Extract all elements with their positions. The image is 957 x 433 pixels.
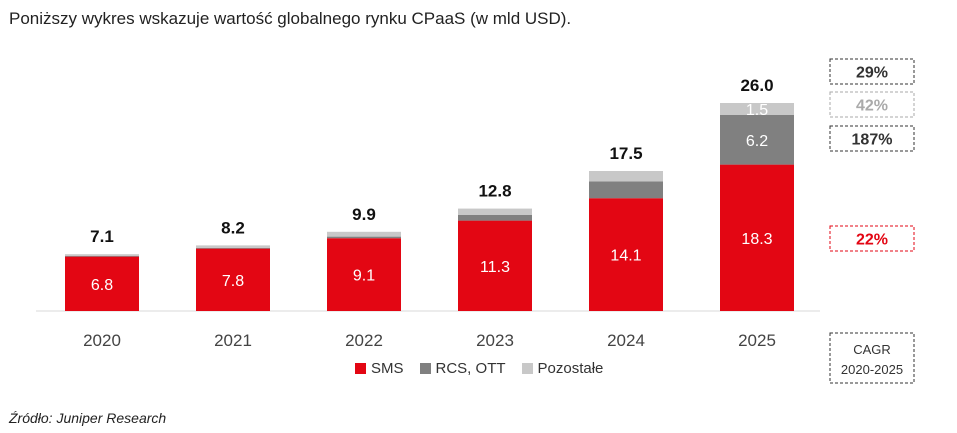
x-tick-2023: 2023 (476, 331, 514, 350)
total-label-2025: 26.0 (740, 76, 773, 95)
legend-label-other: Pozostałe (537, 360, 604, 377)
cagr-header-period: 2020-2025 (841, 362, 903, 377)
chart-title: Poniższy wykres wskazuje wartość globaln… (9, 9, 572, 28)
bar-label-sms-2020: 6.8 (91, 277, 113, 294)
bar-label-sms-2021: 7.8 (222, 273, 244, 290)
cagr-header-title: CAGR (853, 342, 891, 357)
bar-other-2021 (196, 245, 270, 248)
cagr-rcs: 187% (852, 132, 893, 149)
x-tick-2021: 2021 (214, 331, 252, 350)
cagr-total-box (829, 58, 915, 85)
bar-other-2023 (458, 208, 532, 215)
total-label-2024: 17.5 (609, 144, 642, 163)
total-label-2022: 9.9 (352, 205, 376, 224)
bar-sms-2023 (458, 220, 532, 311)
bar-sms-2020 (65, 256, 139, 311)
cagr-other: 42% (856, 98, 888, 115)
cagr-header-box (829, 332, 915, 384)
bar-sms-2022 (327, 238, 401, 311)
cagr-rcs-box (829, 125, 915, 152)
bar-other-2025 (720, 103, 794, 115)
legend-swatch-sms (355, 363, 366, 374)
legend-item-rcs: RCS, OTT (419, 360, 506, 377)
legend: SMS RCS, OTT Pozostałe (355, 360, 619, 377)
bar-sms-2025 (720, 164, 794, 311)
cagr-sms-box (829, 225, 915, 252)
bar-other-2024 (589, 171, 663, 182)
bar-other-2022 (327, 231, 401, 237)
bar-rcs-2025 (720, 115, 794, 165)
bar-rcs-2020 (65, 255, 139, 257)
bar-label-rcs-2025: 6.2 (746, 133, 768, 150)
legend-swatch-other (521, 363, 533, 374)
x-tick-2020: 2020 (83, 331, 121, 350)
legend-label-sms: SMS (371, 360, 404, 377)
cagr-total: 29% (856, 65, 888, 82)
bar-label-sms-2024: 14.1 (610, 248, 641, 265)
x-tick-2025: 2025 (738, 331, 776, 350)
total-label-2023: 12.8 (478, 182, 511, 201)
bar-rcs-2022 (327, 236, 401, 239)
legend-item-other: Pozostałe (521, 360, 604, 377)
legend-label-rcs: RCS, OTT (435, 360, 506, 377)
x-tick-2024: 2024 (607, 331, 645, 350)
bar-rcs-2023 (458, 215, 532, 221)
total-label-2020: 7.1 (90, 227, 114, 246)
cagr-other-box (829, 91, 915, 118)
bar-other-2020 (65, 254, 139, 256)
cagr-sms: 22% (856, 232, 888, 249)
x-tick-2022: 2022 (345, 331, 383, 350)
legend-item-sms: SMS (355, 360, 404, 377)
bar-sms-2021 (196, 248, 270, 311)
bar-label-sms-2025: 18.3 (741, 231, 772, 248)
source-note: Źródło: Juniper Research (9, 410, 167, 426)
bar-rcs-2024 (589, 181, 663, 199)
total-label-2021: 8.2 (221, 218, 245, 237)
bar-label-other-2025: 1.5 (746, 102, 768, 119)
bar-sms-2024 (589, 198, 663, 311)
legend-swatch-rcs (419, 363, 431, 374)
bar-label-sms-2023: 11.3 (480, 259, 510, 276)
bar-rcs-2021 (196, 247, 270, 249)
bar-label-sms-2022: 9.1 (353, 268, 375, 285)
